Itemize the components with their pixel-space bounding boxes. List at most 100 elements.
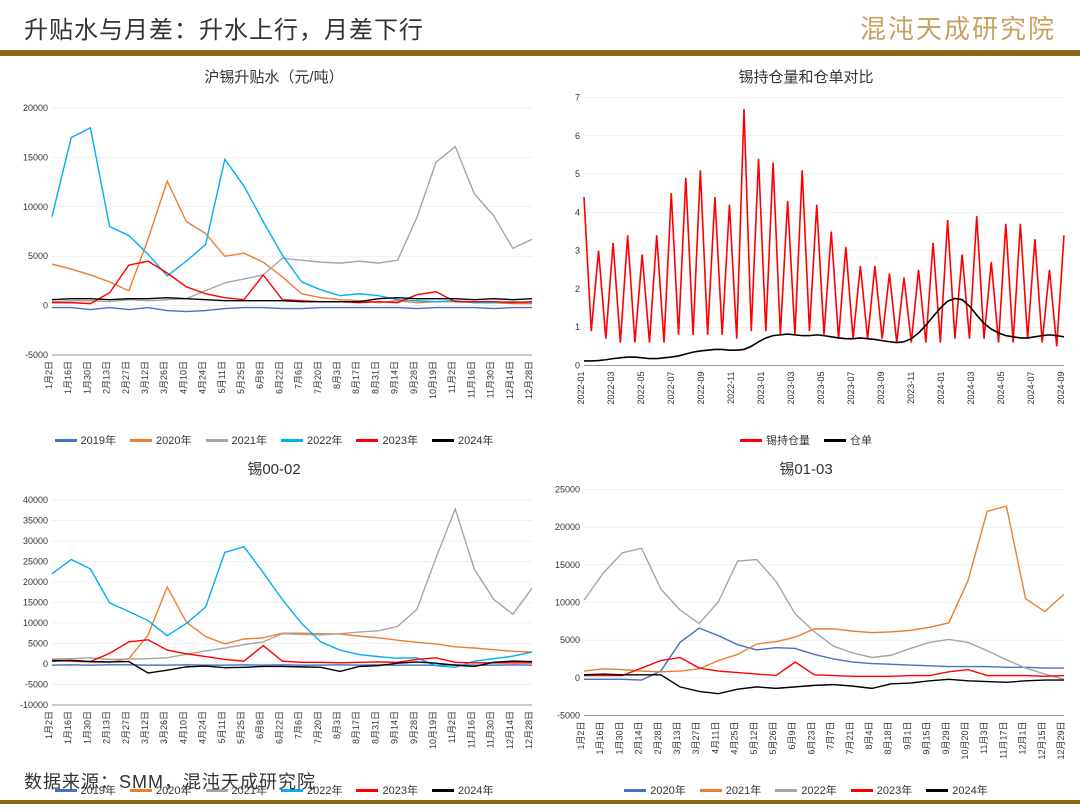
legend-item: 2020年 xyxy=(130,432,191,448)
svg-text:30000: 30000 xyxy=(23,536,48,546)
legend-item: 2021年 xyxy=(206,432,267,448)
chart-position: 012345672022-012022-032022-052022-072022… xyxy=(542,91,1070,430)
svg-text:20000: 20000 xyxy=(23,577,48,587)
svg-text:9月1日: 9月1日 xyxy=(902,722,912,750)
svg-text:6月8日: 6月8日 xyxy=(255,361,265,389)
svg-text:4月10日: 4月10日 xyxy=(178,361,188,394)
legend-item: 2021年 xyxy=(700,782,761,798)
svg-text:8月17日: 8月17日 xyxy=(351,361,361,394)
legend-item: 2022年 xyxy=(281,432,342,448)
svg-text:4月24日: 4月24日 xyxy=(198,361,208,394)
legend-item: 2022年 xyxy=(775,782,836,798)
svg-text:12月15日: 12月15日 xyxy=(1037,722,1047,760)
svg-text:0: 0 xyxy=(43,659,48,669)
svg-text:2023-09: 2023-09 xyxy=(876,372,886,405)
svg-text:5月11日: 5月11日 xyxy=(217,361,227,393)
legend-item: 2024年 xyxy=(432,432,493,448)
svg-text:15000: 15000 xyxy=(555,560,580,570)
svg-text:2022-05: 2022-05 xyxy=(636,372,646,405)
svg-text:2月13日: 2月13日 xyxy=(102,361,112,394)
svg-text:4月10日: 4月10日 xyxy=(178,711,188,744)
svg-text:11月3日: 11月3日 xyxy=(979,722,989,754)
chart-title-spread0002: 锡00-02 xyxy=(247,458,300,479)
svg-text:1月16日: 1月16日 xyxy=(595,722,605,755)
svg-text:3月12日: 3月12日 xyxy=(140,711,150,744)
svg-text:7月6日: 7月6日 xyxy=(294,361,304,389)
svg-text:5000: 5000 xyxy=(28,251,48,261)
svg-text:3月12日: 3月12日 xyxy=(140,361,150,394)
svg-text:1月16日: 1月16日 xyxy=(63,711,73,744)
svg-text:2月14日: 2月14日 xyxy=(634,722,644,755)
svg-text:2: 2 xyxy=(575,284,580,294)
svg-text:1月2日: 1月2日 xyxy=(44,361,54,389)
svg-text:8月3日: 8月3日 xyxy=(332,361,342,389)
svg-text:7月20日: 7月20日 xyxy=(313,711,323,744)
svg-text:2023-01: 2023-01 xyxy=(756,372,766,405)
svg-text:2月27日: 2月27日 xyxy=(121,711,131,744)
svg-text:1: 1 xyxy=(575,322,580,332)
svg-text:4: 4 xyxy=(575,207,580,217)
chart-spread0002: -10000-500005000100001500020000250003000… xyxy=(10,483,538,780)
svg-text:4月24日: 4月24日 xyxy=(198,711,208,744)
svg-text:3月13日: 3月13日 xyxy=(672,722,682,755)
svg-text:6月22日: 6月22日 xyxy=(274,711,284,744)
svg-text:2022-03: 2022-03 xyxy=(606,372,616,405)
panel-premium: 沪锡升贴水（元/吨） -5000050001000015000200001月2日… xyxy=(10,64,538,448)
svg-text:12月29日: 12月29日 xyxy=(1056,722,1066,760)
footer-source: 数据来源：SMM，混沌天成研究院 xyxy=(24,768,316,794)
svg-text:6: 6 xyxy=(575,131,580,141)
svg-text:11月17日: 11月17日 xyxy=(998,722,1008,759)
svg-text:12月1日: 12月1日 xyxy=(1018,722,1028,755)
chart-title-spread0103: 锡01-03 xyxy=(779,458,832,479)
panel-spread0103: 锡01-03 -500005000100001500020000250001月2… xyxy=(542,456,1070,798)
svg-text:3: 3 xyxy=(575,246,580,256)
svg-text:11月16日: 11月16日 xyxy=(466,711,476,748)
svg-text:-10000: -10000 xyxy=(20,700,48,710)
legend-item: 2023年 xyxy=(356,782,417,798)
legend-premium: 2019年2020年2021年2022年2023年2024年 xyxy=(55,432,494,448)
legend-item: 2024年 xyxy=(926,782,987,798)
svg-text:25000: 25000 xyxy=(23,557,48,567)
legend-item: 2023年 xyxy=(851,782,912,798)
svg-text:9月28日: 9月28日 xyxy=(409,711,419,744)
svg-text:12月28日: 12月28日 xyxy=(524,711,534,749)
svg-text:12月14日: 12月14日 xyxy=(505,361,515,399)
svg-text:7: 7 xyxy=(575,93,580,103)
legend-item: 2019年 xyxy=(55,432,116,448)
institute-brand: 混沌天成研究院 xyxy=(860,9,1056,46)
svg-text:1月16日: 1月16日 xyxy=(63,361,73,394)
svg-text:7月20日: 7月20日 xyxy=(313,361,323,394)
svg-text:11月30日: 11月30日 xyxy=(486,361,496,398)
svg-text:9月14日: 9月14日 xyxy=(390,361,400,394)
svg-text:7月6日: 7月6日 xyxy=(294,711,304,739)
legend-item: 2024年 xyxy=(432,782,493,798)
svg-text:2023-03: 2023-03 xyxy=(786,372,796,405)
svg-text:8月4日: 8月4日 xyxy=(864,722,874,750)
svg-text:12月14日: 12月14日 xyxy=(505,711,515,749)
svg-text:40000: 40000 xyxy=(23,495,48,505)
svg-text:5月12日: 5月12日 xyxy=(749,722,759,755)
chart-title-position: 锡持仓量和仓单对比 xyxy=(738,66,873,87)
svg-text:0: 0 xyxy=(575,361,580,371)
svg-text:8月31日: 8月31日 xyxy=(370,711,380,744)
chart-spread0103: -500005000100001500020000250001月2日1月16日1… xyxy=(542,483,1070,780)
svg-text:3月26日: 3月26日 xyxy=(159,711,169,744)
svg-text:10000: 10000 xyxy=(23,618,48,628)
svg-text:4月25日: 4月25日 xyxy=(730,722,740,755)
svg-text:8月17日: 8月17日 xyxy=(351,711,361,744)
svg-text:2024-01: 2024-01 xyxy=(936,372,946,405)
legend-item: 2020年 xyxy=(624,782,685,798)
legend-item: 仓单 xyxy=(824,432,872,448)
chart-grid: 沪锡升贴水（元/吨） -5000050001000015000200001月2日… xyxy=(0,56,1080,756)
svg-text:6月23日: 6月23日 xyxy=(806,722,816,755)
svg-text:9月29日: 9月29日 xyxy=(941,722,951,755)
svg-text:5月26日: 5月26日 xyxy=(768,722,778,755)
svg-text:35000: 35000 xyxy=(23,516,48,526)
svg-text:2022-01: 2022-01 xyxy=(576,372,586,405)
svg-text:5: 5 xyxy=(575,169,580,179)
svg-text:25000: 25000 xyxy=(555,485,580,495)
svg-text:2022-11: 2022-11 xyxy=(726,372,736,404)
svg-text:6月9日: 6月9日 xyxy=(787,722,797,750)
svg-text:2024-07: 2024-07 xyxy=(1026,372,1036,405)
svg-text:7月7日: 7月7日 xyxy=(826,722,836,750)
